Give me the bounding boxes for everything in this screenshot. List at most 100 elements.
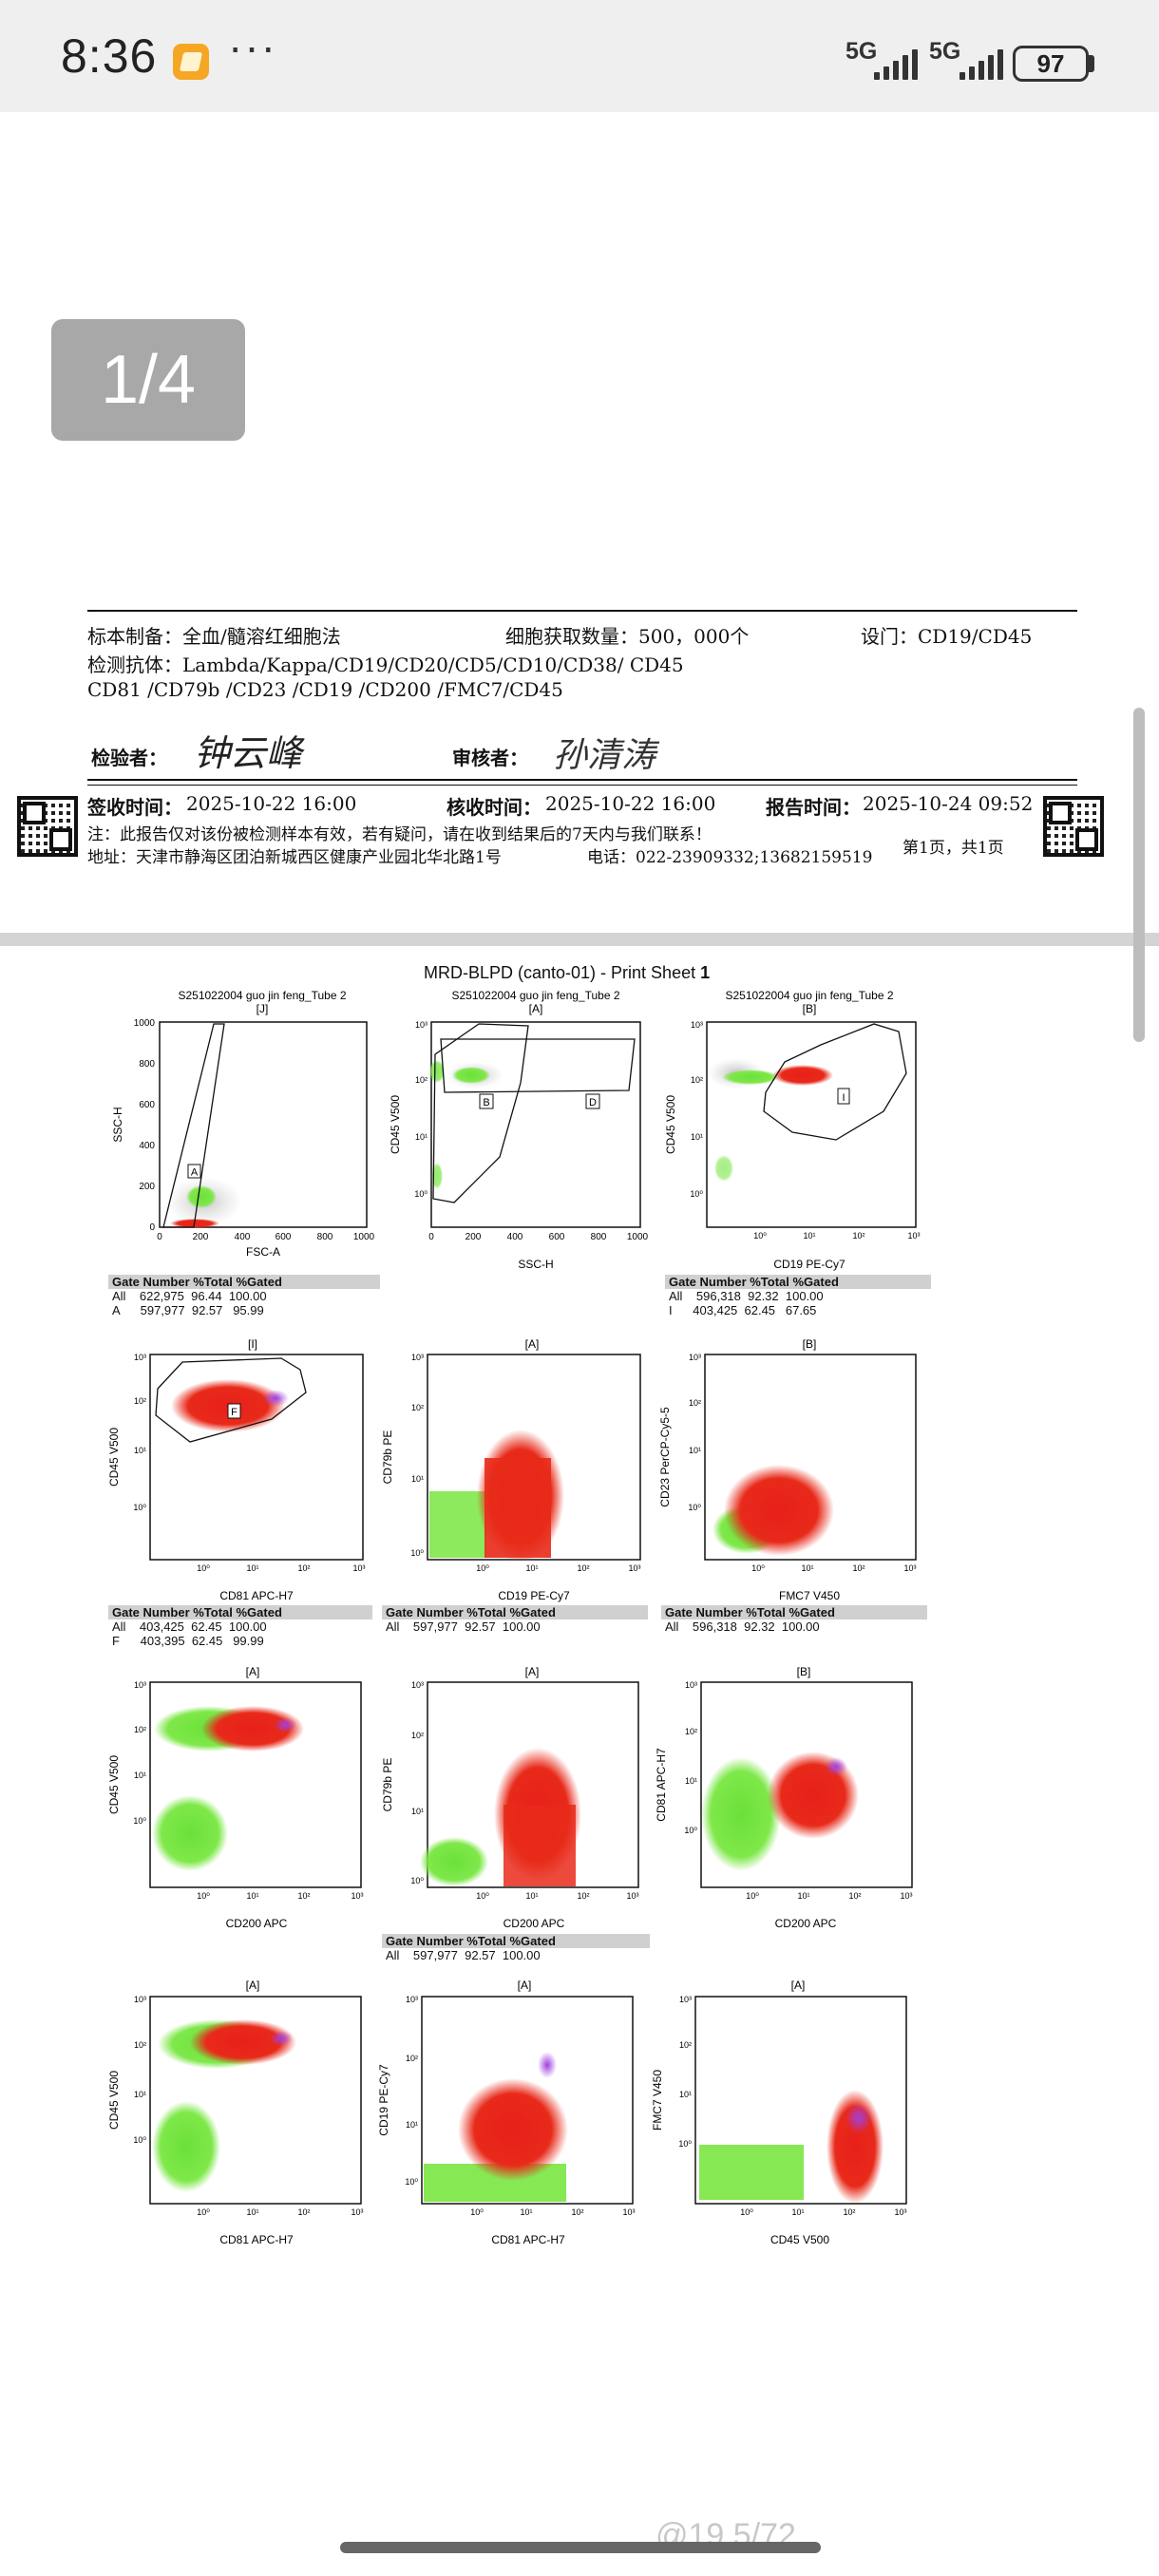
qr-code-left[interactable] [17,796,78,857]
gating-info: 设门：CD19/CD45 [861,625,1033,648]
svg-text:B: B [483,1097,489,1108]
svg-text:10²: 10² [577,1563,589,1573]
plot-cd19-cd45: S251022004 guo jin feng_Tube 2 [B] I 10⁰… [664,989,921,1271]
svg-text:200: 200 [466,1232,482,1242]
svg-text:10³: 10³ [685,1680,697,1690]
svg-text:10³: 10³ [411,1680,424,1690]
svg-text:10³: 10³ [406,1995,418,2004]
svg-text:10¹: 10¹ [801,1563,813,1573]
lab-address: 地址：天津市静海区团泊新城西区健康产业园北华北路1号 [87,848,502,867]
svg-text:10⁰: 10⁰ [405,2177,418,2187]
gate-a-label: A [191,1167,199,1179]
svg-text:CD19 PE-Cy7: CD19 PE-Cy7 [498,1589,570,1602]
svg-text:10³: 10³ [894,2207,906,2217]
svg-text:10¹: 10¹ [246,1563,258,1573]
svg-text:10¹: 10¹ [689,1446,701,1455]
receive-time: 2025-10-22 16:00 [545,792,716,815]
plot-cd200-cd45: [A] 10⁰ 10¹ 10² 10³ 10⁰ 10¹ 10² 10³ CD20… [107,1665,364,1930]
home-indicator[interactable] [340,2542,821,2553]
qr-code-right[interactable] [1043,796,1104,857]
svg-text:10²: 10² [577,1891,589,1901]
signal-1: 5G [846,38,877,66]
svg-text:[A]: [A] [525,1337,540,1351]
svg-text:CD23 PerCP-Cy5-5: CD23 PerCP-Cy5-5 [658,1407,672,1507]
svg-text:10⁰: 10⁰ [476,1563,489,1573]
report-rule-2 [87,779,1077,781]
svg-text:10²: 10² [134,2040,146,2050]
svg-text:10²: 10² [411,1403,424,1412]
report-time: 2025-10-24 09:52 [863,792,1034,815]
svg-text:10³: 10³ [689,1353,701,1362]
flow-plots: S251022004 guo jin feng_Tube 2 [J] A 0 2… [107,989,921,2246]
svg-text:10¹: 10¹ [134,2090,146,2099]
svg-text:600: 600 [139,1100,155,1110]
svg-text:[A]: [A] [246,1665,260,1678]
svg-text:200: 200 [139,1182,155,1192]
svg-text:10¹: 10¹ [525,1891,538,1901]
svg-text:1000: 1000 [627,1232,649,1242]
svg-text:0: 0 [149,1222,155,1233]
plot-ssc-cd45: S251022004 guo jin feng_Tube 2 [A] B D 1… [389,989,649,1271]
svg-text:10²: 10² [689,1398,701,1408]
svg-text:10⁰: 10⁰ [197,1891,210,1901]
plot-cd200-cd79b: [A] 10⁰ 10¹ 10² 10³ 10⁰ 10¹ 10² 10³ CD20… [381,1665,639,1930]
specimen-prep: 标本制备：全血/髓溶红细胞法 [87,625,341,648]
page-indicator: 1/4 [51,319,245,441]
svg-text:600: 600 [549,1232,565,1242]
gate-table-3: Gate Number %Total %Gated All 403,425 62… [108,1605,372,1648]
svg-text:F: F [231,1407,238,1418]
plot-cd81-cd45-gated: [I] F 10⁰ 10¹ 10² 10³ 10⁰ 10¹ 10² 10³ CD… [107,1337,366,1602]
svg-text:CD45 V500: CD45 V500 [107,1428,121,1487]
svg-text:10³: 10³ [628,1563,640,1573]
svg-text:[A]: [A] [246,1979,260,1992]
svg-text:10¹: 10¹ [679,2090,692,2099]
report-note: 注：此报告仅对该份被检测样本有效，若有疑问，请在收到结果后的7天内与我们联系！ [87,825,712,844]
plot-cd81-cd45: [A] 10⁰ 10¹ 10² 10³ 10⁰ 10¹ 10² 10³ CD81… [107,1979,364,2246]
svg-text:I: I [842,1092,845,1104]
svg-text:CD81 APC-H7: CD81 APC-H7 [219,1589,294,1602]
svg-text:10¹: 10¹ [134,1446,146,1455]
page-separator [0,933,1159,946]
gate-table-2: Gate Number %Total %Gated All 596,318 92… [665,1275,931,1317]
svg-text:10²: 10² [297,2207,310,2217]
svg-text:10²: 10² [571,2207,583,2217]
svg-text:10¹: 10¹ [411,1807,424,1816]
svg-text:10²: 10² [134,1725,146,1734]
scrollbar[interactable] [1133,708,1145,1042]
status-time: 8:36 [61,29,158,83]
sheet-title: MRD-BLPD (canto-01) - Print Sheet 1 [424,963,711,982]
svg-text:CD81 APC-H7: CD81 APC-H7 [491,2233,565,2246]
svg-text:10⁰: 10⁰ [197,2207,210,2217]
svg-text:CD45 V500: CD45 V500 [770,2233,829,2246]
x-axis-label: FSC-A [246,1245,280,1259]
svg-text:10¹: 10¹ [415,1132,428,1142]
svg-text:10²: 10² [852,1563,864,1573]
svg-text:10²: 10² [406,2054,418,2063]
svg-text:CD45 V500: CD45 V500 [107,2071,121,2130]
battery-cap [1089,55,1094,72]
svg-text:10³: 10³ [134,1353,146,1362]
svg-text:10¹: 10¹ [791,2207,804,2217]
svg-text:CD200 APC: CD200 APC [226,1917,288,1930]
svg-text:10⁰: 10⁰ [751,1563,765,1573]
svg-text:10⁰: 10⁰ [410,1548,424,1558]
svg-text:10⁰: 10⁰ [414,1189,428,1199]
svg-text:10¹: 10¹ [520,2207,532,2217]
svg-text:10³: 10³ [352,1563,365,1573]
svg-text:0: 0 [157,1232,162,1242]
svg-text:[I]: [I] [248,1337,257,1351]
sign-time: 2025-10-22 16:00 [186,792,357,815]
svg-text:10²: 10² [691,1075,703,1085]
svg-text:10²: 10² [685,1727,697,1736]
svg-text:10³: 10³ [411,1353,424,1362]
plot-sample-label: S251022004 guo jin feng_Tube 2 [178,989,346,1002]
report-time-label: 报告时间： [766,796,861,819]
lab-phone: 电话：022-23909332;13682159519 [587,848,873,867]
svg-text:10⁰: 10⁰ [688,1503,701,1512]
svg-text:10⁰: 10⁰ [470,2207,484,2217]
svg-text:10³: 10³ [351,2207,363,2217]
svg-text:10⁰: 10⁰ [746,1891,759,1901]
svg-text:CD79b PE: CD79b PE [381,1430,394,1485]
svg-text:10²: 10² [415,1075,428,1085]
svg-text:10⁰: 10⁰ [753,1231,767,1241]
